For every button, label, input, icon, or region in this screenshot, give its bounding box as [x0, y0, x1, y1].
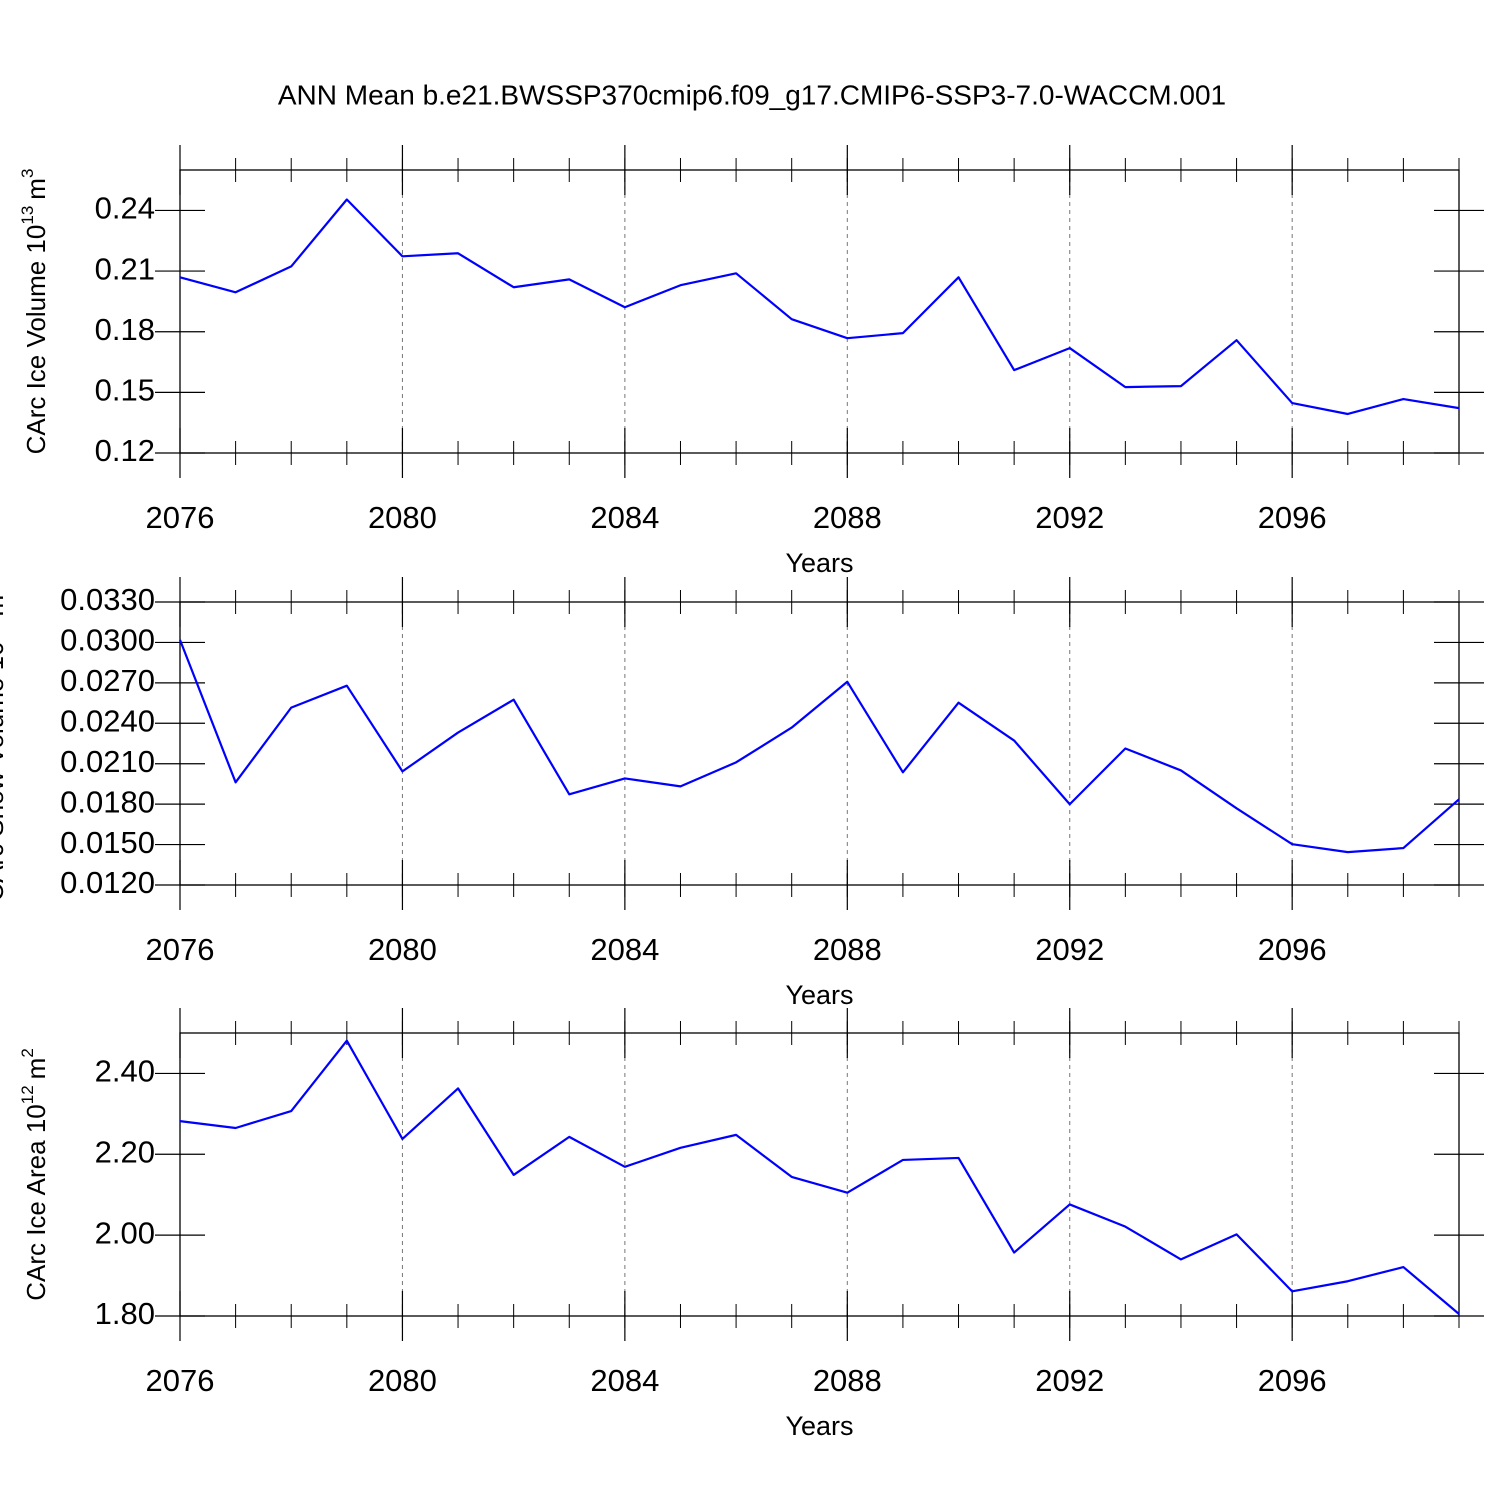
x-tick-label: 2096	[1258, 932, 1327, 967]
y-tick-label: 0.18	[95, 312, 155, 347]
y-tick-label: 0.15	[95, 373, 155, 408]
x-axis-label: Years	[785, 980, 853, 1010]
y-axis-label: CArc Snow Volume 1013m3	[0, 585, 9, 901]
y-tick-label: 2.40	[95, 1054, 155, 1089]
plot-frame	[179, 601, 1460, 886]
y-axis-label-part: CArc Ice Volume 10	[21, 225, 51, 455]
chart-title: ANN Mean b.e21.BWSSP370cmip6.f09_g17.CMI…	[278, 79, 1226, 110]
y-axis-label-part: CArc Snow Volume 10	[0, 641, 9, 901]
x-tick-label: 2096	[1258, 500, 1327, 535]
y-tick-label: 2.20	[95, 1134, 155, 1169]
y-tick-label: 0.0150	[60, 825, 155, 860]
x-tick-label: 2088	[813, 500, 882, 535]
y-axis-label-part: 12	[18, 1085, 37, 1104]
y-tick-label: 0.24	[95, 191, 155, 226]
data-line	[178, 639, 1460, 854]
y-tick-label: 0.0240	[60, 703, 155, 738]
x-tick-label: 2076	[146, 1363, 215, 1398]
y-axis-label-part: m	[21, 178, 51, 200]
x-axis-label: Years	[785, 1411, 853, 1441]
x-tick-label: 2084	[590, 1363, 659, 1398]
y-tick-label: 1.80	[95, 1296, 155, 1331]
y-tick-label: 0.12	[95, 433, 155, 468]
y-axis-label: CArc Ice Volume 1013 m3	[18, 169, 51, 455]
y-tick-label: 0.0330	[60, 582, 155, 617]
plot-frame	[179, 169, 1460, 454]
y-tick-label: 0.0180	[60, 784, 155, 819]
plot-frame	[179, 1032, 1460, 1317]
data-line	[179, 1039, 1460, 1315]
y-axis-label-part: CArc Ice Area 10	[21, 1104, 51, 1301]
x-tick-label: 2080	[368, 500, 437, 535]
y-tick-label: 0.21	[95, 251, 155, 286]
y-tick-label: 0.0210	[60, 744, 155, 779]
y-axis-label: CArc Ice Area 1012 m2	[18, 1048, 51, 1301]
x-tick-label: 2080	[368, 932, 437, 967]
x-tick-label: 2092	[1035, 500, 1104, 535]
y-tick-label: 0.0270	[60, 663, 155, 698]
x-tick-label: 2096	[1258, 1363, 1327, 1398]
x-tick-label: 2088	[813, 1363, 882, 1398]
x-tick-label: 2084	[590, 500, 659, 535]
x-axis-label: Years	[785, 548, 853, 578]
y-tick-label: 0.0300	[60, 623, 155, 658]
y-tick-label: 0.0120	[60, 865, 155, 900]
x-tick-label: 2092	[1035, 932, 1104, 967]
x-tick-label: 2084	[590, 932, 659, 967]
x-tick-label: 2076	[146, 932, 215, 967]
x-tick-label: 2092	[1035, 1363, 1104, 1398]
data-line	[179, 198, 1460, 416]
y-axis-label-part: m	[0, 595, 9, 617]
y-axis-label-part: m	[21, 1058, 51, 1080]
y-axis-label-part: 13	[18, 206, 37, 225]
y-tick-label: 2.00	[95, 1215, 155, 1250]
y-axis-label-part: 2	[18, 1048, 37, 1057]
y-axis-label-part: 3	[18, 169, 37, 178]
x-tick-label: 2080	[368, 1363, 437, 1398]
x-tick-label: 2076	[146, 500, 215, 535]
x-tick-label: 2088	[813, 932, 882, 967]
